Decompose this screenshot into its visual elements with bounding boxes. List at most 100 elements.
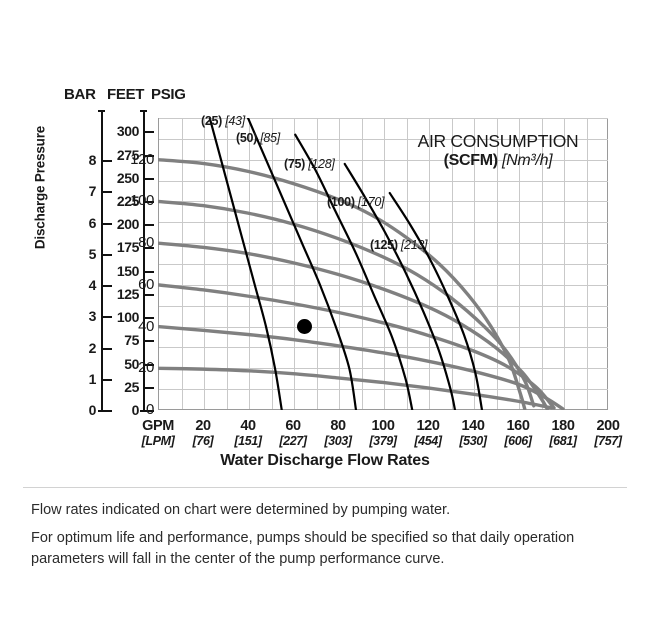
bar-tick bbox=[103, 347, 112, 350]
bar-axis-rail bbox=[98, 110, 112, 412]
gridline-horizontal bbox=[159, 264, 608, 265]
gridline-vertical bbox=[429, 118, 430, 409]
air-curve-label-scfm: (25) bbox=[201, 114, 223, 128]
gridline-vertical bbox=[564, 118, 565, 409]
x-tick-lpm: [454] bbox=[414, 434, 442, 448]
x-axis-tick-label: 160 [606] bbox=[488, 418, 548, 448]
gridline-vertical bbox=[181, 118, 183, 409]
feet-tick-label: 175 bbox=[116, 239, 140, 256]
gridline-horizontal bbox=[159, 368, 608, 370]
gridline-horizontal bbox=[159, 347, 608, 349]
feet-tick bbox=[145, 340, 154, 343]
operating-point-marker[interactable] bbox=[296, 319, 312, 335]
x-tick-gpm: 120 bbox=[416, 418, 440, 434]
air-curve-label-nm3h: [128] bbox=[308, 157, 335, 171]
gridline-vertical bbox=[406, 118, 408, 409]
bar-unit-header: BAR bbox=[64, 86, 96, 103]
feet-tick-label: 200 bbox=[116, 216, 140, 233]
gridline-vertical bbox=[474, 118, 475, 409]
gridline-vertical bbox=[541, 118, 543, 409]
x-axis-tick-label: 120 [454] bbox=[398, 418, 458, 448]
gridline-vertical bbox=[361, 118, 363, 409]
gridline-vertical bbox=[586, 118, 588, 409]
psig-tick-label: 80 bbox=[138, 234, 154, 252]
air-consumption-curve-label: (75) [128] bbox=[284, 157, 335, 171]
bar-tick bbox=[103, 378, 112, 381]
x-tick-gpm: 100 bbox=[371, 418, 395, 434]
bar-tick-label: 5 bbox=[88, 245, 97, 262]
x-tick-lpm: [227] bbox=[279, 434, 307, 448]
gridline-vertical bbox=[339, 118, 340, 409]
gridline-vertical bbox=[226, 118, 228, 409]
bar-tick-label: 4 bbox=[88, 277, 97, 293]
bar-tick-label: 2 bbox=[88, 339, 97, 356]
air-curve-label-nm3h: [213] bbox=[400, 238, 428, 252]
x-tick-gpm: 140 bbox=[461, 418, 485, 434]
gridline-horizontal bbox=[159, 305, 608, 307]
bar-tick bbox=[103, 222, 112, 225]
x-axis-tick-label: 200 [757] bbox=[578, 418, 638, 448]
feet-tick-label: 0 bbox=[131, 402, 140, 418]
gridline-horizontal bbox=[159, 284, 608, 286]
gridline-horizontal bbox=[159, 326, 608, 328]
x-tick-gpm: 80 bbox=[330, 418, 346, 434]
x-tick-lpm: [303] bbox=[324, 434, 352, 448]
gridline-horizontal bbox=[159, 389, 608, 391]
x-tick-gpm: 60 bbox=[285, 418, 301, 434]
gridline-vertical bbox=[519, 118, 520, 409]
x-axis-tick-label: 20 [76] bbox=[173, 418, 233, 448]
x-tick-gpm: 20 bbox=[195, 418, 211, 434]
gridline-horizontal bbox=[159, 201, 608, 203]
pump-performance-curve bbox=[158, 324, 565, 410]
bar-tick bbox=[103, 285, 112, 287]
legend: AIR CONSUMPTION (SCFM) [Nm³/h] bbox=[398, 131, 598, 170]
bar-tick bbox=[103, 160, 112, 162]
x-tick-lpm: [76] bbox=[192, 434, 214, 448]
x-axis-origin-label: GPM [LPM] bbox=[122, 418, 194, 448]
air-curve-label-scfm: (125) bbox=[370, 238, 398, 252]
legend-nm3h: [Nm³/h] bbox=[501, 151, 553, 169]
bar-rail-cap bbox=[98, 410, 105, 412]
x-axis-tick-label: 100 [379] bbox=[353, 418, 413, 448]
bar-tick bbox=[103, 253, 112, 256]
x-tick-lpm: [757] bbox=[594, 434, 622, 448]
gridline-vertical bbox=[316, 118, 318, 409]
legend-scfm: (SCFM) bbox=[443, 151, 498, 169]
bar-tick-label: 3 bbox=[88, 308, 97, 325]
feet-rail-cap bbox=[140, 110, 147, 112]
air-curve-label-nm3h: [170] bbox=[357, 195, 385, 209]
air-consumption-curve bbox=[294, 133, 414, 410]
psig-unit-header: PSIG bbox=[151, 86, 186, 103]
x-tick-lpm: [681] bbox=[549, 434, 577, 448]
gridline-horizontal bbox=[159, 243, 608, 245]
feet-tick bbox=[145, 201, 154, 204]
psig-tick-label: 20 bbox=[138, 359, 154, 377]
feet-tick-label: 100 bbox=[116, 309, 140, 326]
feet-tick-label: 225 bbox=[116, 193, 140, 210]
x-tick-gpm: 40 bbox=[240, 418, 256, 434]
feet-tick bbox=[145, 247, 154, 250]
x-axis-tick-label: 80 [303] bbox=[308, 418, 368, 448]
bar-rail-cap bbox=[98, 110, 105, 112]
feet-tick bbox=[145, 293, 154, 296]
feet-tick-label: 25 bbox=[124, 378, 139, 395]
feet-tick bbox=[145, 177, 154, 180]
x-tick-gpm: 180 bbox=[551, 418, 575, 434]
x-axis-title: Water Discharge Flow Rates bbox=[220, 452, 430, 469]
air-curve-label-scfm: (75) bbox=[284, 157, 306, 171]
bar-tick bbox=[103, 191, 112, 194]
x-origin-unit: GPM bbox=[142, 418, 174, 434]
x-tick-gpm: 160 bbox=[506, 418, 530, 434]
x-origin-unit-alt: [LPM] bbox=[141, 434, 175, 448]
bar-tick-label: 7 bbox=[88, 183, 97, 200]
air-curve-label-nm3h: [43] bbox=[225, 114, 245, 128]
psig-tick-label: 120 bbox=[130, 150, 154, 168]
note-line-2: For optimum life and performance, pumps … bbox=[31, 530, 575, 568]
gridline-vertical bbox=[204, 118, 205, 409]
x-tick-lpm: [606] bbox=[504, 434, 532, 448]
gridline-vertical bbox=[384, 118, 385, 409]
x-axis-tick-label: 140 [530] bbox=[443, 418, 503, 448]
x-tick-lpm: [151] bbox=[234, 434, 262, 448]
pump-performance-curve bbox=[158, 199, 536, 408]
feet-tick bbox=[145, 154, 154, 157]
